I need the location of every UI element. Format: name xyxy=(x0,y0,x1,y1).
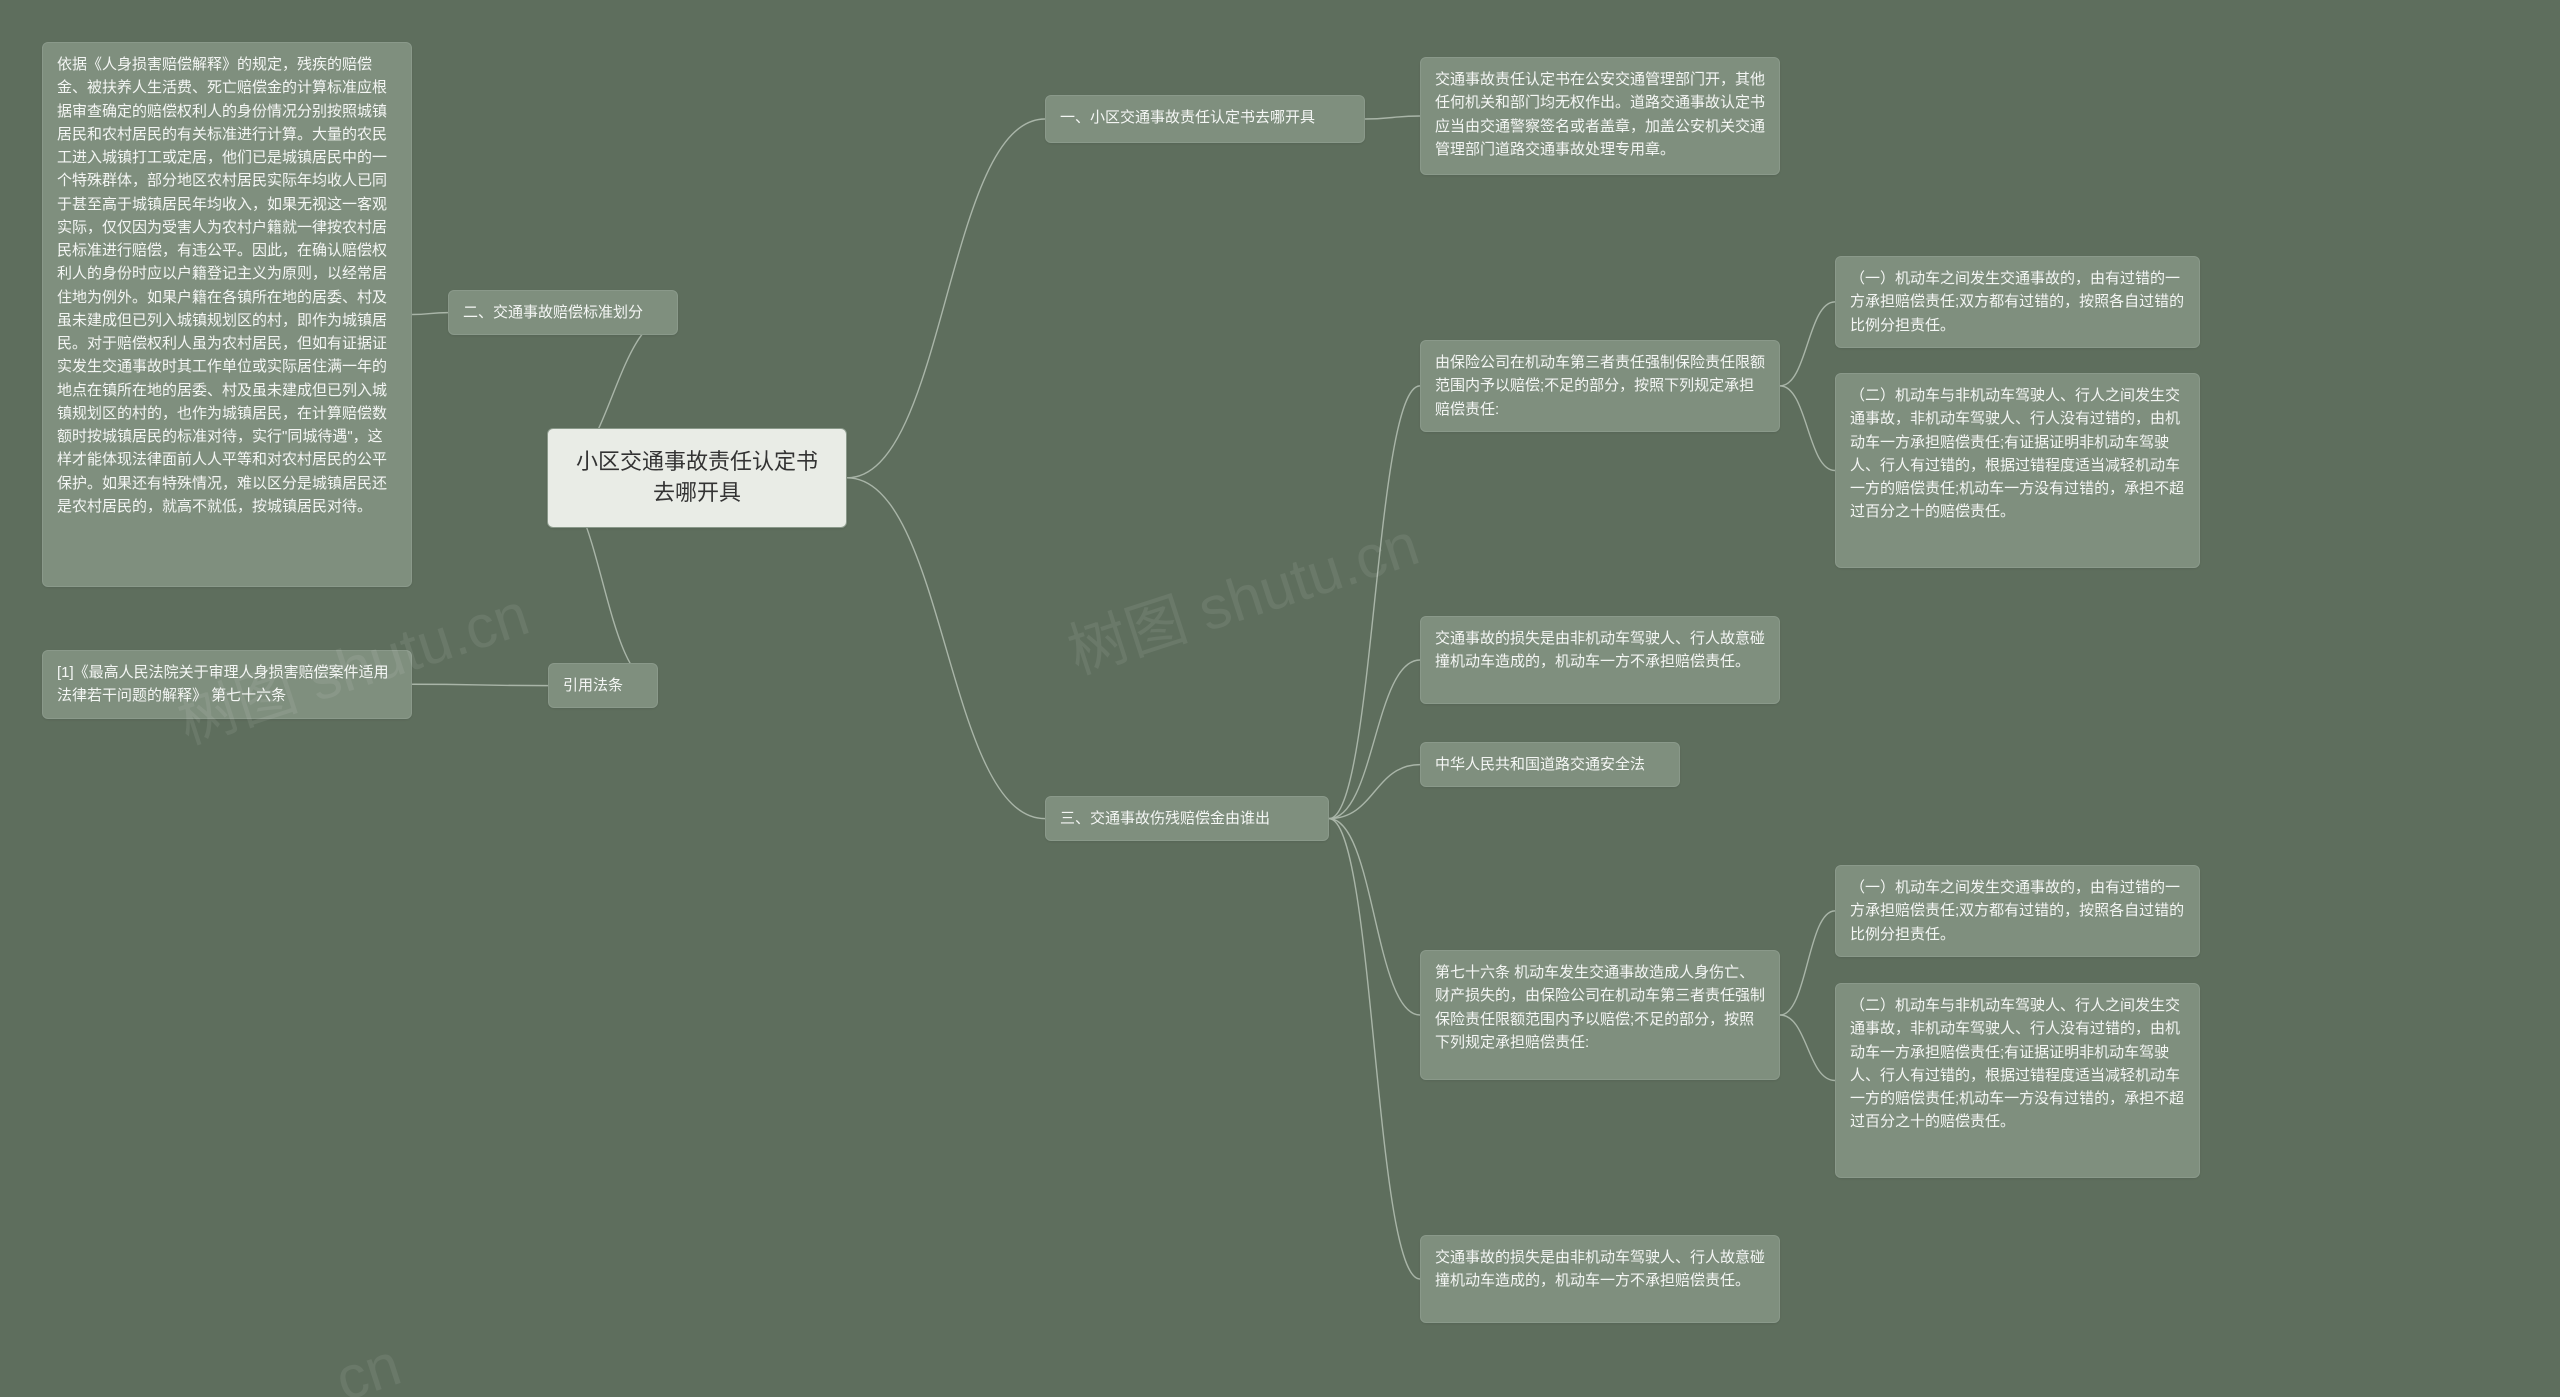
mindmap-node: 一、小区交通事故责任认定书去哪开具 xyxy=(1045,95,1365,143)
mindmap-node: 交通事故的损失是由非机动车驾驶人、行人故意碰撞机动车造成的，机动车一方不承担赔偿… xyxy=(1420,1235,1780,1323)
mindmap-node: 中华人民共和国道路交通安全法 xyxy=(1420,742,1680,787)
watermark: 树图 shutu.cn xyxy=(1055,496,1428,691)
mindmap-node: 由保险公司在机动车第三者责任强制保险责任限额范围内予以赔偿;不足的部分，按照下列… xyxy=(1420,340,1780,432)
mindmap-node: （一）机动车之间发生交通事故的，由有过错的一方承担赔偿责任;双方都有过错的，按照… xyxy=(1835,256,2200,348)
mindmap-node: 二、交通事故赔偿标准划分 xyxy=(448,290,678,335)
mindmap-node: （一）机动车之间发生交通事故的，由有过错的一方承担赔偿责任;双方都有过错的，按照… xyxy=(1835,865,2200,957)
mindmap-node: [1]《最高人民法院关于审理人身损害赔偿案件适用法律若干问题的解释》 第七十六条 xyxy=(42,650,412,719)
mindmap-node: （二）机动车与非机动车驾驶人、行人之间发生交通事故，非机动车驾驶人、行人没有过错… xyxy=(1835,373,2200,568)
mindmap-node: 交通事故责任认定书在公安交通管理部门开，其他任何机关和部门均无权作出。道路交通事… xyxy=(1420,57,1780,175)
mindmap-node: 引用法条 xyxy=(548,663,658,708)
mindmap-node: （二）机动车与非机动车驾驶人、行人之间发生交通事故，非机动车驾驶人、行人没有过错… xyxy=(1835,983,2200,1178)
mindmap-node: 三、交通事故伤残赔偿金由谁出 xyxy=(1045,796,1329,841)
mindmap-node: 交通事故的损失是由非机动车驾驶人、行人故意碰撞机动车造成的，机动车一方不承担赔偿… xyxy=(1420,616,1780,704)
mindmap-node: 依据《人身损害赔偿解释》的规定，残疾的赔偿金、被扶养人生活费、死亡赔偿金的计算标… xyxy=(42,42,412,587)
mindmap-node: 第七十六条 机动车发生交通事故造成人身伤亡、财产损失的，由保险公司在机动车第三者… xyxy=(1420,950,1780,1080)
mindmap-node: 小区交通事故责任认定书去哪开具 xyxy=(547,428,847,528)
watermark: .cn xyxy=(311,1329,408,1397)
